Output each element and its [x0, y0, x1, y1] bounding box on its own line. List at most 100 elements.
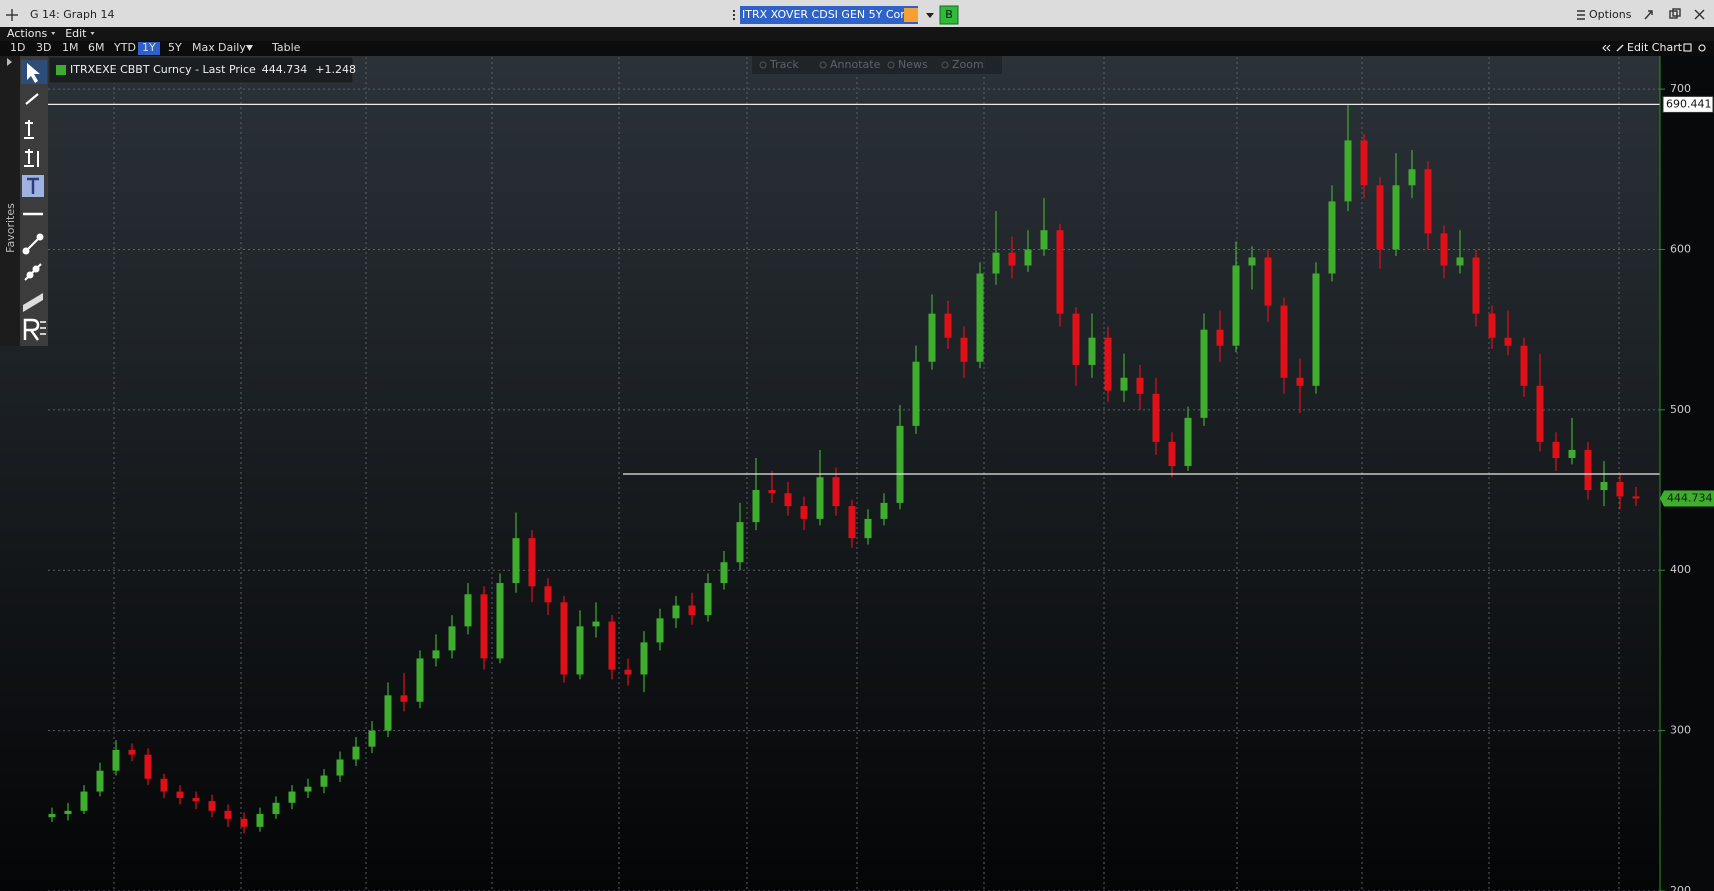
candle-body — [816, 477, 824, 519]
text-tool-icon — [27, 177, 39, 194]
candle-body — [1536, 385, 1544, 442]
period-button[interactable]: YTD — [113, 41, 136, 54]
candle-body — [1248, 257, 1256, 266]
security-field[interactable] — [740, 6, 918, 24]
candle-body — [528, 538, 536, 587]
period-button[interactable]: 3D — [36, 41, 51, 54]
candle-body — [1328, 201, 1336, 274]
candle-body — [1216, 329, 1224, 346]
dollar-tool[interactable] — [24, 149, 39, 167]
menu-arrow — [90, 32, 95, 35]
candles — [48, 105, 1640, 834]
candle-body — [1072, 313, 1080, 365]
y-tick-label: 500 — [1670, 403, 1691, 416]
edit-chart-button[interactable]: Edit Chart — [1627, 41, 1683, 54]
period-button[interactable]: 1D — [10, 41, 25, 54]
period-selected — [138, 42, 160, 55]
collapse-icon — [1602, 44, 1611, 52]
move-icon — [6, 9, 18, 21]
options-button[interactable]: Options — [1589, 8, 1632, 21]
candle-body — [368, 730, 376, 747]
y-tick-label: 600 — [1670, 242, 1691, 255]
period-button[interactable]: 1Y — [142, 41, 156, 54]
legend-last: 444.734 — [262, 63, 308, 76]
legend-change: +1.248 — [315, 63, 356, 76]
overlay-tool[interactable]: News — [898, 58, 928, 71]
candle-body — [880, 502, 888, 519]
candle-body — [800, 506, 808, 519]
y-tick-label: 700 — [1670, 82, 1691, 95]
candle-body — [960, 337, 968, 362]
candle-body — [144, 754, 152, 779]
security-text: ITRX XOVER CDSI GEN 5Y Corp — [742, 8, 912, 21]
channel-tool[interactable] — [23, 293, 43, 312]
candle-body — [96, 770, 104, 792]
table-button[interactable]: Table — [271, 41, 301, 54]
candle-body — [1024, 249, 1032, 266]
candle-body — [1472, 257, 1480, 314]
candle-body — [720, 562, 728, 584]
candle-body — [496, 583, 504, 659]
tool-icon — [941, 61, 949, 69]
overlay-toolbar — [752, 56, 1002, 74]
pen-tool[interactable] — [25, 93, 39, 105]
period-button[interactable]: 6M — [88, 41, 105, 54]
period-button[interactable]: Max — [192, 41, 215, 54]
candle-body — [656, 618, 664, 643]
candle-body — [1232, 265, 1240, 346]
candle-body — [928, 313, 936, 362]
candle-body — [688, 605, 696, 616]
candle-body — [464, 594, 472, 627]
candle-body — [768, 490, 776, 494]
y-tick-label: 400 — [1670, 563, 1691, 576]
pointer-icon — [27, 63, 40, 83]
pct-tool[interactable] — [24, 120, 34, 139]
frequency-arrow — [246, 45, 253, 51]
candle-body — [1088, 337, 1096, 365]
candle-body — [1040, 230, 1048, 250]
candle-body — [544, 586, 552, 603]
tool-icon — [819, 61, 827, 69]
candle-body — [784, 493, 792, 507]
trend-tool[interactable] — [22, 233, 44, 255]
candle-body — [1440, 233, 1448, 266]
menu-item[interactable]: Actions — [7, 27, 47, 40]
candle-body — [1360, 140, 1368, 186]
candle-body — [1584, 449, 1592, 491]
candle-body — [176, 791, 184, 798]
candle-body — [976, 273, 984, 362]
candle-body — [1152, 393, 1160, 442]
candle-body — [640, 642, 648, 675]
candle-body — [1056, 230, 1064, 314]
overlay-tool[interactable]: Zoom — [952, 58, 984, 71]
candle-body — [1136, 377, 1144, 394]
favorites-label: Favorites — [4, 203, 17, 253]
r-tool[interactable] — [23, 318, 46, 341]
candle-body — [80, 791, 88, 811]
overlay-tool[interactable]: Annotate — [830, 58, 881, 71]
period-button[interactable]: 5Y — [168, 41, 182, 54]
menu-item[interactable]: Edit — [65, 27, 87, 40]
candle-body — [1616, 482, 1624, 497]
frequency-button[interactable]: Daily — [218, 41, 246, 54]
candle-body — [1456, 257, 1464, 266]
candle-body — [416, 658, 424, 702]
dropdown-arrow[interactable] — [926, 13, 934, 18]
candle-body — [160, 778, 168, 792]
candle-body — [192, 797, 200, 802]
candle-body — [1600, 482, 1608, 491]
badge-box[interactable] — [939, 5, 959, 25]
candle-body — [1424, 169, 1432, 234]
candle-body — [1376, 185, 1384, 250]
period-button[interactable]: 1M — [62, 41, 79, 54]
candle-body — [320, 775, 328, 787]
candle-body — [288, 791, 296, 803]
y-axis: 200 300 400 500 600 700 690.441 444.734 — [1660, 82, 1714, 891]
ray-tool[interactable] — [24, 263, 42, 281]
candle-body — [1168, 441, 1176, 466]
menu-row — [0, 27, 1714, 41]
overlay-tool[interactable]: Track — [769, 58, 799, 71]
chart-icons — [1683, 43, 1706, 52]
candle-body — [560, 602, 568, 675]
